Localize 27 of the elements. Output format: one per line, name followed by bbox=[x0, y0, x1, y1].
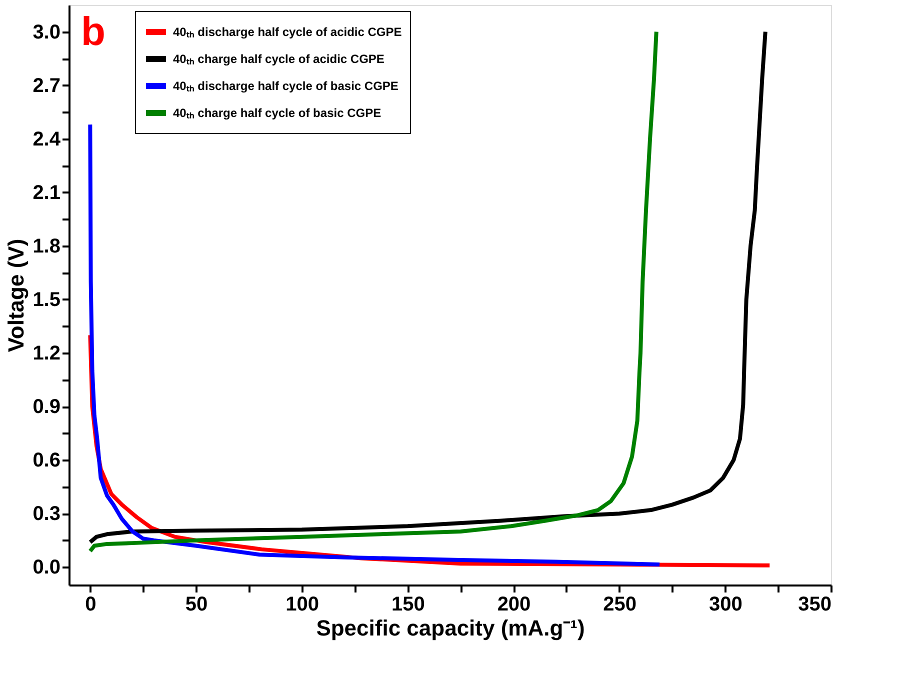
x-tick-label: 350 bbox=[798, 594, 832, 616]
line-series bbox=[88, 122, 662, 566]
x-axis-title: Specific capacity (mA.g⁻¹) bbox=[316, 616, 585, 640]
legend-label: 40ₜₕ charge half cycle of basic CGPE bbox=[173, 106, 382, 120]
legend-label: 40ₜₕ discharge half cycle of basic CGPE bbox=[173, 79, 398, 93]
x-tick-label: 50 bbox=[185, 594, 208, 616]
x-tick-label: 250 bbox=[603, 594, 637, 616]
y-tick-label: 1.2 bbox=[32, 342, 60, 364]
y-tick-label: 2.7 bbox=[32, 74, 60, 97]
x-tick-label: 200 bbox=[497, 594, 531, 616]
legend-label: 40ₜₕ charge half cycle of acidic CGPE bbox=[173, 52, 384, 66]
x-tick-label: 100 bbox=[286, 594, 320, 616]
y-tick-label: 1.8 bbox=[32, 235, 60, 258]
legend-label: 40ₜₕ discharge half cycle of acidic CGPE bbox=[173, 25, 402, 39]
y-tick-label: 3.0 bbox=[32, 21, 60, 44]
y-tick-label: 0.9 bbox=[32, 396, 60, 418]
y-tick-label: 2.1 bbox=[32, 182, 60, 204]
x-tick-label: 0 bbox=[85, 594, 96, 616]
y-tick-label: 0.3 bbox=[32, 503, 60, 526]
y-tick-label: 1.5 bbox=[32, 288, 60, 311]
y-axis-title: Voltage (V) bbox=[4, 238, 29, 352]
y-tick-label: 0.0 bbox=[32, 556, 60, 579]
y-tick-label: 0.6 bbox=[32, 450, 60, 472]
x-tick-label: 150 bbox=[391, 594, 425, 616]
y-tick-label: 2.4 bbox=[32, 128, 62, 150]
x-tick-label: 300 bbox=[708, 594, 742, 616]
annotation: b bbox=[81, 10, 106, 54]
